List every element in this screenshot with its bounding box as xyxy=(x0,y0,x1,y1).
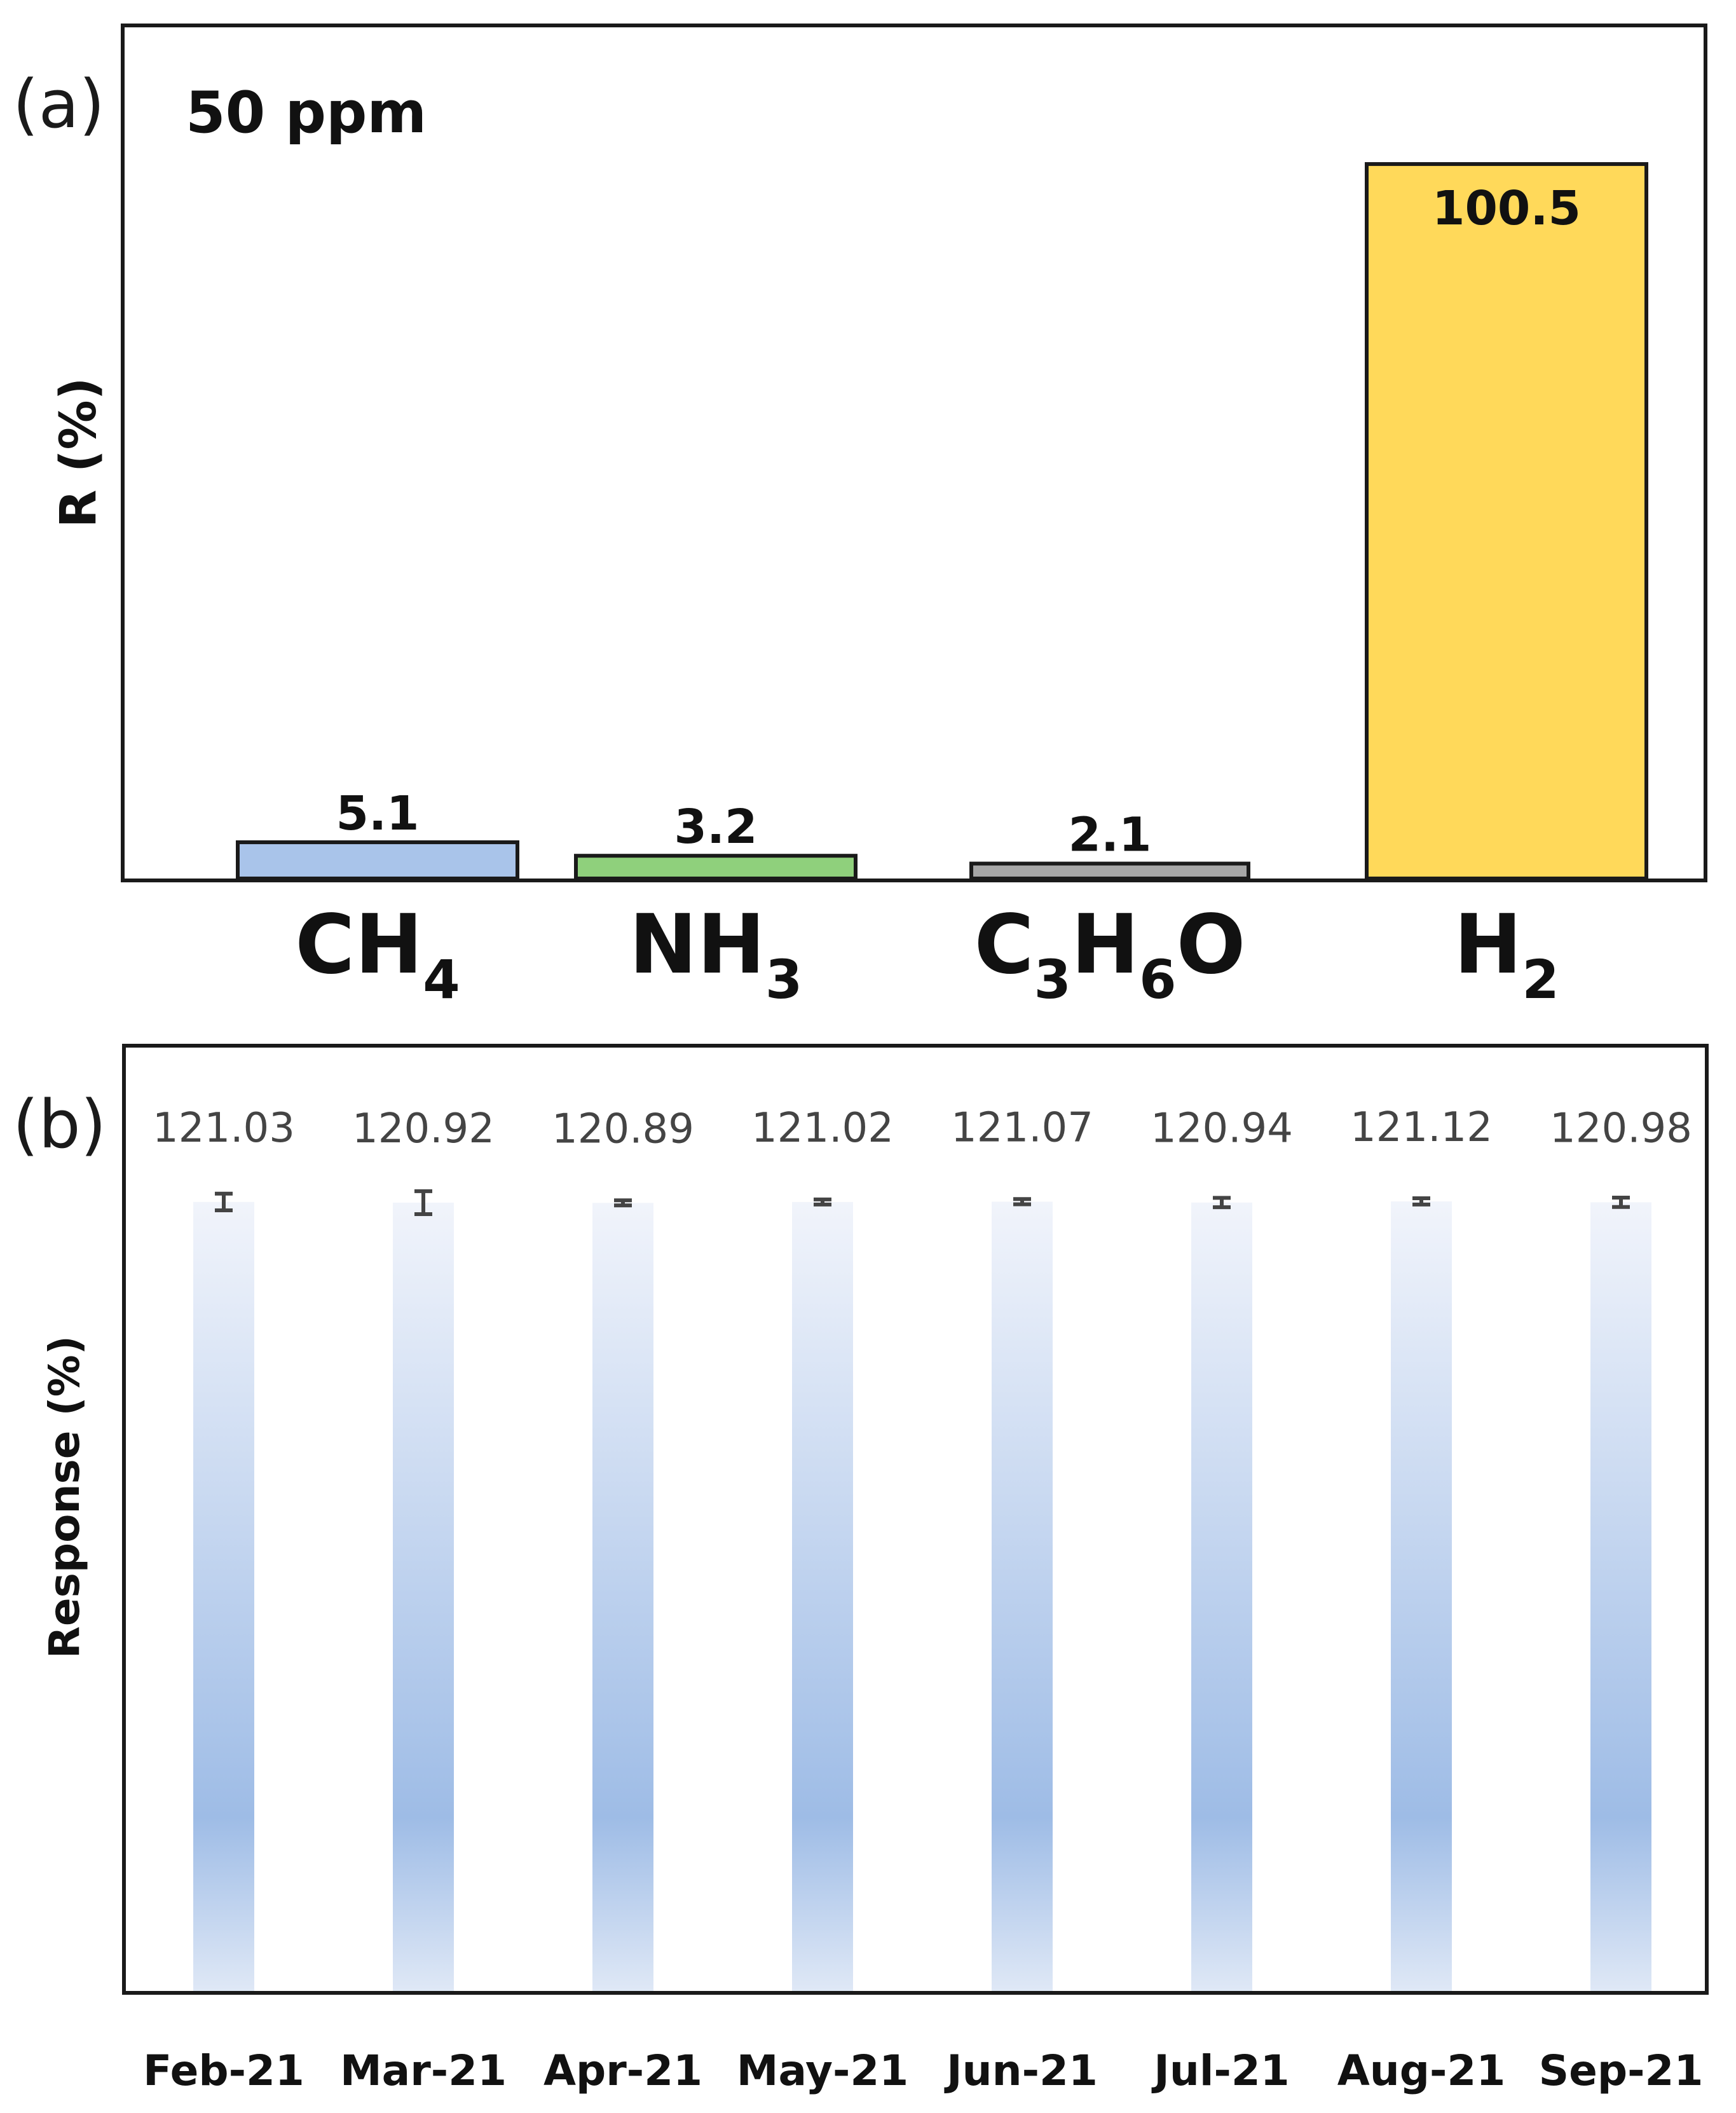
error-bar-b-4 xyxy=(1013,1197,1031,1207)
category-a-3: H2 xyxy=(1454,898,1559,1011)
categories-b: Feb-21 Mar-21 Apr-21 May-21 Jun-21 Jul-21 Aug-… xyxy=(143,2046,1703,2095)
data-label-b-0: 121.03 xyxy=(153,1105,295,1152)
category-b-0: Feb-21 xyxy=(143,2046,304,2095)
bar-b-7 xyxy=(1590,1202,1651,1991)
bars-b: 121.03 120.92 120.89 121.02 121.07 120.94 121.… xyxy=(153,1104,1692,1991)
panel-b-frame xyxy=(122,1044,1709,1995)
data-label-b-3: 121.02 xyxy=(751,1105,894,1152)
bar-b-6 xyxy=(1391,1201,1452,1991)
category-b-5: Jul-21 xyxy=(1151,2046,1289,2095)
category-a-0: CH4 xyxy=(295,898,460,1011)
categories-a: CH4 NH3 C3H6O H2 xyxy=(295,898,1559,1011)
data-label-a-0: 5.1 xyxy=(336,786,419,841)
chart-a: (a) 50 ppm R (%) 5.1 3.2 2.1 100.5 CH4 NH3 C3… xyxy=(13,24,1707,1011)
bar-a-2 xyxy=(969,861,1250,881)
category-b-4: Jun-21 xyxy=(944,2046,1098,2095)
error-bar-b-2 xyxy=(614,1198,632,1208)
data-label-b-6: 121.12 xyxy=(1350,1104,1493,1151)
bar-a-1 xyxy=(574,854,858,881)
y-axis-label-a: R (%) xyxy=(50,378,107,528)
data-label-b-5: 120.94 xyxy=(1151,1105,1293,1152)
chart-b: (b) Response (%) 121.03 120.92 120.89 121.0… xyxy=(13,1044,1709,2095)
bars-a: 5.1 3.2 2.1 100.5 xyxy=(236,162,1648,881)
bar-b-4 xyxy=(992,1201,1053,1991)
panel-a-label: (a) xyxy=(13,65,105,143)
category-b-7: Sep-21 xyxy=(1539,2046,1704,2095)
category-a-1: NH3 xyxy=(629,898,803,1011)
data-label-a-2: 2.1 xyxy=(1068,808,1151,863)
bar-a-0 xyxy=(236,840,519,880)
category-a-2: C3H6O xyxy=(974,898,1246,1011)
error-bar-b-5 xyxy=(1213,1196,1231,1210)
panel-b-label: (b) xyxy=(13,1086,106,1163)
panel-a-frame xyxy=(121,24,1707,882)
concentration-note: 50 ppm xyxy=(186,79,427,146)
error-bar-b-3 xyxy=(814,1197,831,1207)
bar-b-0 xyxy=(193,1201,254,1991)
error-bar-b-0 xyxy=(215,1191,233,1212)
error-bar-b-6 xyxy=(1412,1196,1430,1207)
bar-b-3 xyxy=(792,1201,853,1991)
error-bar-b-7 xyxy=(1612,1195,1630,1209)
y-axis-label-b: Response (%) xyxy=(40,1336,89,1658)
data-label-a-3: 100.5 xyxy=(1432,181,1581,236)
category-b-2: Apr-21 xyxy=(543,2046,702,2095)
category-b-1: Mar-21 xyxy=(340,2046,507,2095)
bar-b-5 xyxy=(1191,1202,1252,1991)
category-b-6: Aug-21 xyxy=(1337,2046,1506,2095)
category-b-3: May-21 xyxy=(737,2046,908,2095)
bar-b-1 xyxy=(393,1202,454,1991)
error-bar-b-1 xyxy=(414,1189,432,1216)
data-label-b-4: 121.07 xyxy=(951,1104,1093,1151)
bar-b-2 xyxy=(592,1203,653,1991)
data-label-b-2: 120.89 xyxy=(552,1105,694,1152)
data-label-b-7: 120.98 xyxy=(1550,1105,1692,1152)
bar-a-3 xyxy=(1365,162,1648,881)
data-label-a-1: 3.2 xyxy=(674,800,757,854)
data-label-b-1: 120.92 xyxy=(352,1105,495,1152)
